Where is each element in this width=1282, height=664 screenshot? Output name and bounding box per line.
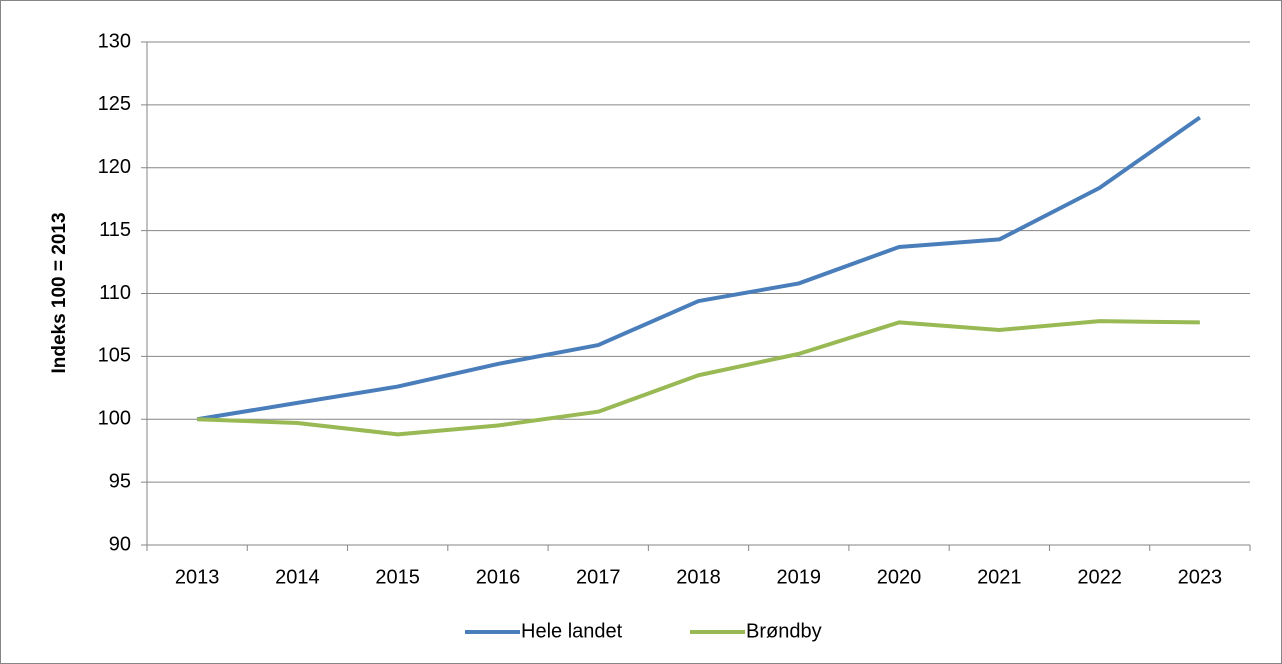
x-tick-label: 2017 — [576, 566, 621, 588]
x-tick-label: 2015 — [375, 566, 420, 588]
x-tick-label: 2013 — [175, 566, 220, 588]
y-tick-label: 90 — [109, 533, 131, 555]
x-tick-label: 2023 — [1178, 566, 1223, 588]
legend-label: Brøndby — [746, 620, 822, 642]
x-tick-label: 2014 — [275, 566, 320, 588]
x-tick-label: 2016 — [476, 566, 521, 588]
x-tick-label: 2021 — [977, 566, 1022, 588]
x-tick-label: 2018 — [676, 566, 721, 588]
y-tick-label: 120 — [98, 156, 131, 178]
x-tick-label: 2020 — [877, 566, 922, 588]
y-tick-label: 130 — [98, 30, 131, 52]
y-tick-label: 100 — [98, 408, 131, 430]
y-tick-label: 95 — [109, 470, 131, 492]
series-line — [197, 319, 1200, 437]
y-tick-label: 115 — [99, 219, 131, 241]
x-tick-label: 2022 — [1077, 566, 1122, 588]
y-tick-label: 110 — [99, 282, 131, 304]
legend-label: Hele landet — [521, 620, 623, 642]
series-line — [196, 115, 1202, 422]
y-tick-label: 105 — [98, 345, 131, 367]
y-axis-label: Indeks 100 = 2013 — [49, 212, 70, 373]
x-tick-label: 2019 — [777, 566, 822, 588]
y-tick-label: 125 — [98, 93, 131, 115]
